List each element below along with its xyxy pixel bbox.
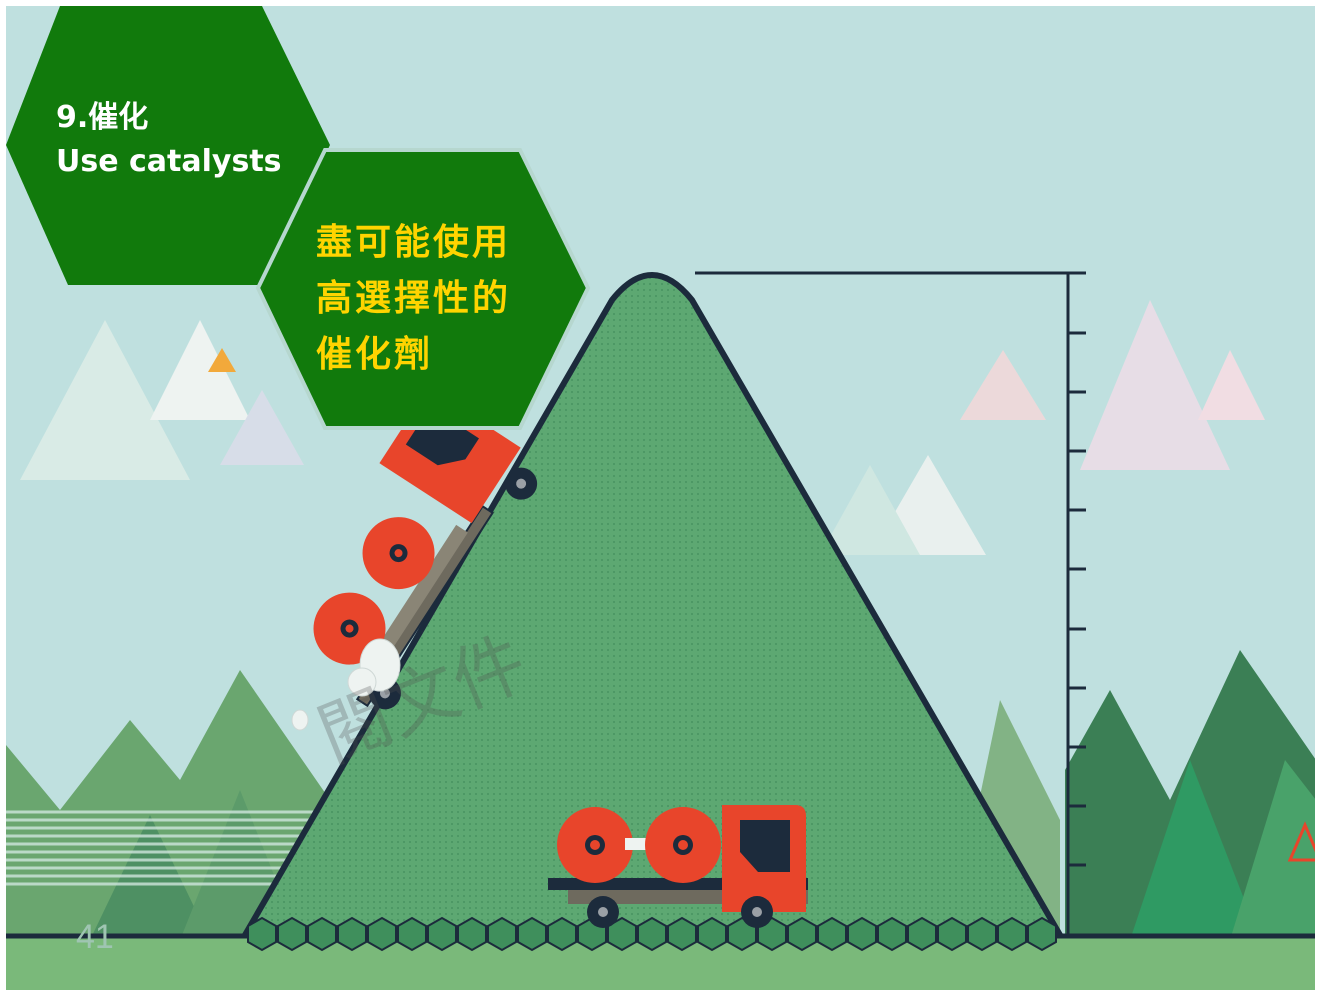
body-hexagon-text: 盡可能使用 高選擇性的 催化劑 (316, 215, 546, 383)
page-number: 41 (76, 918, 114, 956)
green-mountain-icon (242, 272, 1063, 937)
red-truck-waiting-icon (548, 805, 808, 928)
hex-body-line: 高選擇性的 (316, 278, 512, 319)
hex-title-line2: Use catalysts (56, 144, 282, 179)
hex-title-line1: 9.催化 (56, 100, 149, 135)
dust-cloud (291, 638, 401, 731)
title-hexagon (6, 6, 330, 285)
title-hexagon-text: 9.催化 Use catalysts (56, 96, 282, 184)
hex-body-line: 盡可能使用 (316, 222, 512, 263)
body-hexagon (255, 148, 591, 430)
ground (6, 938, 1316, 990)
energy-scale (695, 271, 1086, 935)
pale-triangles (20, 300, 1265, 555)
hex-track (247, 916, 1057, 952)
hex-body-line: 催化劑 (316, 334, 434, 375)
